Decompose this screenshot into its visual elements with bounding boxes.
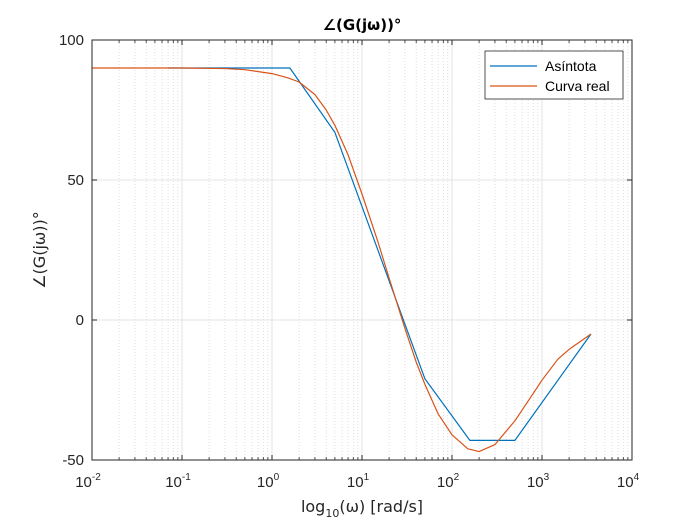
y-axis-label: ∠(G(jω))° [30, 211, 49, 289]
y-tick-label: 0 [76, 312, 84, 329]
x-tick-label: 10-2 [75, 472, 101, 491]
minor-grid [118, 40, 629, 460]
x-tick-label: 10-1 [165, 472, 191, 491]
legend-label-curva-real: Curva real [545, 78, 610, 94]
y-tick-label: -50 [62, 452, 84, 469]
x-tick-labels: 10-2 10-1 100 101 102 103 104 [75, 472, 639, 491]
x-tick-label: 104 [617, 472, 640, 491]
x-tick-label: 100 [257, 472, 280, 491]
legend: Asíntota Curva real [484, 50, 624, 100]
series-line-curva-real [92, 67, 592, 453]
y-tick-label: 50 [67, 172, 84, 189]
chart-title: ∠(G(jω))° [323, 16, 402, 34]
x-tick-label: 101 [347, 472, 370, 491]
x-axis-label: log10(ω) [rad/s] [301, 497, 423, 520]
legend-label-asintota: Asíntota [545, 58, 597, 74]
tick-marks [91, 39, 633, 461]
y-tick-labels: -50 0 50 100 [59, 32, 84, 469]
x-tick-label: 102 [437, 472, 460, 491]
series-line-asintota [168, 67, 592, 441]
legend-box [484, 50, 624, 100]
series-layer [92, 67, 592, 453]
x-tick-label: 103 [527, 472, 550, 491]
y-tick-label: 100 [59, 32, 84, 49]
